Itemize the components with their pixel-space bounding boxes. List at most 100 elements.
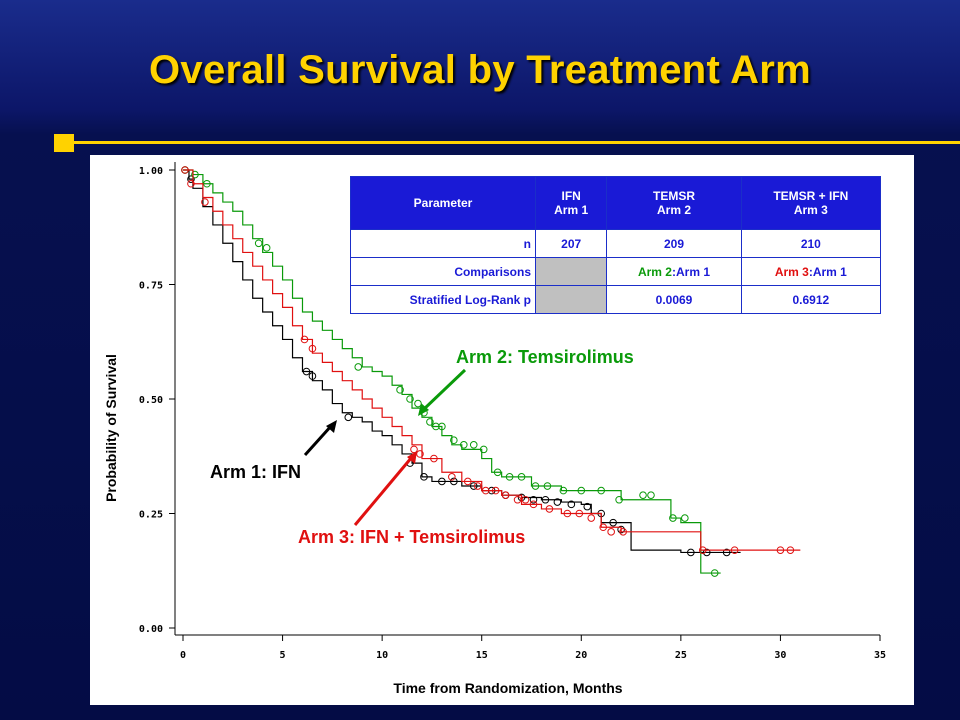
table-row-logrank: Stratified Log-Rank p 0.0069 0.6912 (350, 285, 882, 314)
censor-mark (698, 546, 707, 554)
censor-mark (181, 166, 189, 174)
table-header-row: Parameter IFN Arm 1 TEMSR Arm 2 TEMSR + IF… (350, 176, 882, 230)
blank-cell (534, 285, 608, 314)
table-cell: Arm 3:Arm 1 (740, 257, 882, 286)
censor-mark (567, 500, 576, 509)
header-text: IFN (561, 189, 581, 203)
header-text: TEMSR + IFN (773, 189, 849, 203)
censor-mark (254, 239, 263, 248)
arrow-arm3-head (407, 451, 417, 464)
censor-mark (491, 486, 500, 495)
comparison-arm1-ref: :Arm 1 (671, 264, 710, 279)
table-cell: Arm 2:Arm 1 (606, 257, 742, 286)
censor-mark (187, 175, 195, 183)
censor-mark (438, 422, 446, 431)
censor-mark (786, 546, 795, 554)
censor-mark (529, 500, 538, 509)
censor-mark (191, 170, 199, 179)
table-row-n: n 207 209 210 (350, 229, 882, 258)
title-bullet (54, 134, 74, 152)
series-layer (181, 166, 801, 577)
censor-mark (609, 518, 617, 527)
censor-mark (469, 482, 478, 490)
censor-mark (563, 509, 572, 518)
censor-mark (545, 505, 554, 513)
censor-mark (426, 418, 434, 426)
censor-mark (302, 367, 311, 376)
x-tick-label: 5 (280, 650, 286, 661)
censor-mark (450, 436, 458, 445)
censor-mark (776, 546, 785, 554)
censor-mark (517, 473, 526, 481)
y-axis-title: Probability of Survival (103, 354, 119, 502)
row-label: n (350, 229, 536, 258)
censor-mark (459, 441, 468, 449)
censor-mark (344, 413, 353, 422)
censor-mark (203, 179, 211, 188)
comparison-arm3: Arm 3 (774, 264, 809, 279)
x-tick-label: 25 (675, 650, 687, 661)
censor-mark (262, 244, 271, 252)
censor-mark (543, 482, 552, 490)
header-arm2: TEMSR Arm 2 (606, 176, 742, 230)
callouts: Arm 2: Temsirolimus Arm 1: IFN Arm 3: IF… (210, 347, 634, 547)
arrow-arm1-head (326, 420, 337, 433)
arrow-arm2-head (418, 403, 429, 416)
censor-mark (501, 491, 510, 499)
censor-mark (300, 335, 309, 344)
censor-mark (432, 422, 440, 431)
censor-mark (493, 468, 502, 477)
comparison-arm1-ref: :Arm 1 (808, 264, 847, 279)
censor-mark (681, 514, 689, 522)
table-cell: 207 (534, 229, 608, 258)
censor-mark (416, 450, 424, 458)
y-ticks: 0.00 0.25 0.50 0.75 1.00 (139, 166, 175, 635)
censor-mark (521, 495, 530, 504)
header-arm3: TEMSR + IFN Arm 3 (740, 176, 882, 230)
x-axis-title: Time from Randomization, Months (393, 680, 622, 696)
blank-cell (534, 257, 608, 286)
censor-mark (469, 441, 478, 449)
censor-mark (420, 473, 428, 481)
censor-mark (513, 495, 522, 504)
censor-mark (201, 198, 209, 206)
censor-mark (710, 569, 719, 577)
callout-arm1: Arm 1: IFN (210, 462, 301, 482)
survival-curve-arm3 (183, 169, 801, 551)
censor-mark (438, 477, 446, 486)
censor-mark (479, 445, 488, 454)
stats-table: Parameter IFN Arm 1 TEMSR Arm 2 TEMSR + IF… (350, 176, 882, 314)
censor-mark (615, 495, 623, 504)
series-arm3 (181, 166, 801, 554)
censor-mark (617, 525, 625, 534)
censor-mark (529, 495, 538, 504)
header-text: Parameter (413, 196, 473, 210)
series-arm2 (181, 166, 721, 577)
row-label: Comparisons (350, 257, 536, 286)
censor-mark (583, 502, 592, 511)
censor-mark (354, 363, 363, 371)
header-subtext: Arm 1 (554, 203, 589, 217)
title-rule (74, 141, 960, 144)
censor-mark (599, 523, 607, 532)
censor-mark (575, 509, 584, 518)
y-tick-label: 0.25 (139, 510, 163, 521)
censor-mark (410, 445, 418, 454)
comparison-arm2: Arm 2 (637, 264, 672, 279)
arrow-arm3-shaft (353, 456, 414, 526)
censor-mark (669, 514, 677, 522)
censor-mark (463, 477, 472, 486)
x-tick-label: 0 (180, 650, 186, 661)
callout-arm2: Arm 2: Temsirolimus (456, 347, 634, 367)
x-tick-label: 20 (575, 650, 587, 661)
y-tick-label: 1.00 (139, 166, 163, 177)
censor-mark (450, 477, 458, 486)
censor-mark (308, 372, 317, 380)
table-row-comparisons: Comparisons Arm 2:Arm 1 Arm 3:Arm 1 (350, 257, 882, 286)
censor-mark (607, 528, 615, 536)
censor-mark (722, 548, 731, 557)
x-tick-label: 15 (476, 650, 488, 661)
x-tick-label: 10 (376, 650, 388, 661)
x-tick-label: 30 (774, 650, 786, 661)
censor-mark (559, 486, 568, 495)
